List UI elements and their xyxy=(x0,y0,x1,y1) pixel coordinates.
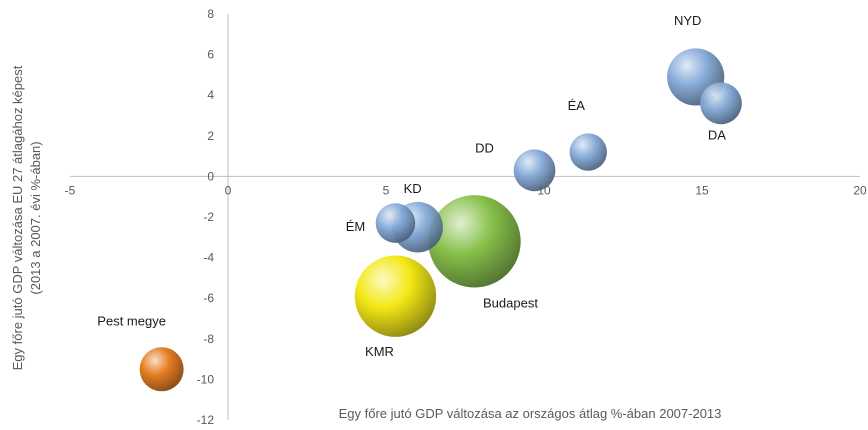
bubble-da xyxy=(700,82,742,125)
y-tick-label: 0 xyxy=(207,169,214,183)
y-tick-label: -2 xyxy=(203,210,214,224)
bubble-label: NYD xyxy=(674,13,701,28)
y-tick-label: 2 xyxy=(207,129,214,143)
bubble-labels: NYD DA ÉA DD KD ÉM Budapest KMR Pest megye xyxy=(97,13,726,359)
bubble-label: KD xyxy=(404,181,422,196)
bubble-éa xyxy=(569,133,607,171)
bubble-ém xyxy=(375,203,416,243)
y-tick-label: 8 xyxy=(207,7,214,21)
y-axis-title-line2: (2013 a 2007. évi %-ában) xyxy=(28,141,43,294)
bubble-dd xyxy=(513,149,556,192)
y-tick-label: 4 xyxy=(207,88,214,102)
axes xyxy=(70,14,860,420)
bubble-label: KMR xyxy=(365,344,394,359)
bubbles xyxy=(139,48,742,392)
y-tick-label: -10 xyxy=(197,372,215,386)
x-tick-label: -5 xyxy=(65,183,76,197)
bubble-label: Pest megye xyxy=(97,313,166,328)
bubble-pest-megye xyxy=(139,347,184,392)
y-tick-label: -8 xyxy=(203,332,214,346)
bubble-label: ÉA xyxy=(568,98,586,113)
bubble-label: Budapest xyxy=(483,295,538,310)
bubble-budapest xyxy=(428,195,521,288)
y-tick-label: 6 xyxy=(207,48,214,62)
x-axis-title: Egy főre jutó GDP változása az országos … xyxy=(339,406,722,421)
x-tick-label: 0 xyxy=(225,183,232,197)
bubble-label: DA xyxy=(708,127,726,142)
y-axis-title-line1: Egy főre jutó GDP változása EU 27 átlagá… xyxy=(10,65,25,370)
x-tick-label: 5 xyxy=(383,183,390,197)
bubble-label: DD xyxy=(475,140,494,155)
x-tick-label: 20 xyxy=(853,183,867,197)
y-tick-label: -12 xyxy=(197,413,215,427)
y-tick-label: -4 xyxy=(203,251,214,265)
bubble-kmr xyxy=(354,255,437,337)
x-tick-label: 15 xyxy=(695,183,709,197)
bubble-label: ÉM xyxy=(346,219,366,234)
y-tick-label: -6 xyxy=(203,291,214,305)
y-axis-title: Egy főre jutó GDP változása EU 27 átlagá… xyxy=(10,65,43,370)
